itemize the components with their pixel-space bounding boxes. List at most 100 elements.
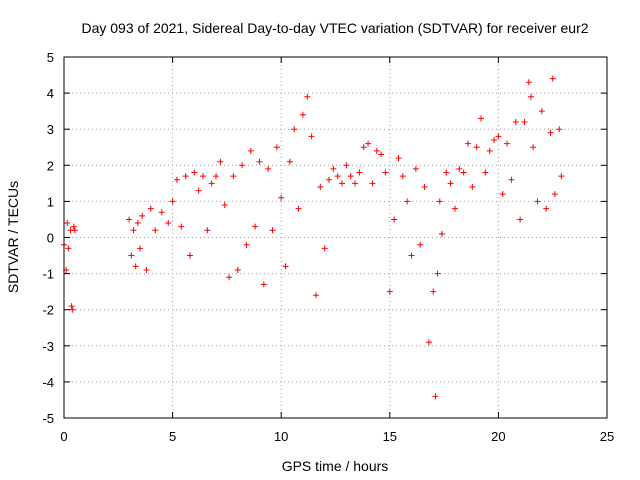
data-point [408, 252, 415, 259]
data-point [330, 165, 337, 172]
data-point [512, 118, 519, 125]
data-point [286, 158, 293, 165]
data-point [169, 198, 176, 205]
data-point [460, 169, 467, 176]
x-tick-label: 20 [491, 429, 505, 444]
data-point [517, 216, 524, 223]
data-point [360, 144, 367, 151]
data-point [308, 133, 315, 140]
data-point [417, 241, 424, 248]
x-axis-label: GPS time / hours [282, 458, 389, 474]
data-point [200, 173, 207, 180]
data-point [230, 173, 237, 180]
data-point [317, 183, 324, 190]
data-point [299, 111, 306, 118]
data-point [534, 198, 541, 205]
data-point [247, 147, 254, 154]
data-point [68, 303, 75, 310]
data-point [252, 223, 259, 230]
data-point [456, 165, 463, 172]
y-tick-label: 3 [47, 122, 54, 137]
y-axis-label: SDTVAR / TECUs [5, 181, 21, 293]
y-tick-label: 0 [47, 231, 54, 246]
data-point [269, 227, 276, 234]
plot-frame [63, 56, 608, 419]
x-tick-label: 5 [169, 429, 176, 444]
data-point [158, 209, 165, 216]
data-point [378, 151, 385, 158]
data-point [538, 108, 545, 115]
data-point [525, 79, 532, 86]
data-point [234, 266, 241, 273]
data-point [464, 140, 471, 147]
data-point [70, 223, 77, 230]
data-point [499, 191, 506, 198]
data-point [430, 288, 437, 295]
data-point [186, 252, 193, 259]
data-point [486, 147, 493, 154]
data-point [373, 147, 380, 154]
data-point [386, 288, 393, 295]
data-point [64, 220, 71, 227]
data-point [369, 180, 376, 187]
data-point [495, 133, 502, 140]
y-tick-label: -3 [42, 339, 54, 354]
data-point [132, 263, 139, 270]
data-point [69, 306, 76, 313]
data-point [139, 212, 146, 219]
data-point [436, 198, 443, 205]
data-series [61, 75, 565, 400]
y-tick-label: 1 [47, 194, 54, 209]
y-tick-label: 5 [47, 50, 54, 65]
y-tick-label: -1 [42, 267, 54, 282]
y-tick-label: -4 [42, 375, 54, 390]
y-tick-label: -2 [42, 303, 54, 318]
data-point [195, 187, 202, 194]
data-point [134, 220, 141, 227]
data-point [173, 176, 180, 183]
data-point [226, 274, 233, 281]
series-SDTVAR [61, 75, 565, 400]
data-point [391, 216, 398, 223]
data-point [395, 155, 402, 162]
x-axis-ticks: 0 5 10 15 20 25 [60, 57, 614, 444]
data-point [382, 169, 389, 176]
data-point [491, 137, 498, 144]
data-point [312, 292, 319, 299]
data-point [451, 205, 458, 212]
x-tick-label: 25 [600, 429, 614, 444]
data-point [334, 173, 341, 180]
data-point [434, 270, 441, 277]
data-point [147, 205, 154, 212]
data-point [178, 223, 185, 230]
data-point [343, 162, 350, 169]
data-point [213, 173, 220, 180]
data-point [549, 75, 556, 82]
grid [64, 57, 607, 418]
data-point [126, 216, 133, 223]
data-point [208, 180, 215, 187]
data-point [356, 169, 363, 176]
data-point [291, 126, 298, 133]
data-point [527, 93, 534, 100]
data-point [217, 158, 224, 165]
data-point [438, 230, 445, 237]
data-point [530, 144, 537, 151]
data-point [239, 162, 246, 169]
data-point [71, 227, 78, 234]
y-tick-label: 4 [47, 86, 54, 101]
x-tick-label: 0 [60, 429, 67, 444]
y-axis-ticks: -5 -4 -3 -2 -1 0 1 2 3 4 5 [42, 50, 607, 426]
data-point [478, 115, 485, 122]
data-point [143, 266, 150, 273]
x-tick-label: 15 [383, 429, 397, 444]
data-point [265, 165, 272, 172]
data-point [128, 252, 135, 259]
data-point [482, 169, 489, 176]
data-point [558, 173, 565, 180]
data-point [321, 245, 328, 252]
data-point [273, 144, 280, 151]
data-point [260, 281, 267, 288]
data-point [352, 180, 359, 187]
